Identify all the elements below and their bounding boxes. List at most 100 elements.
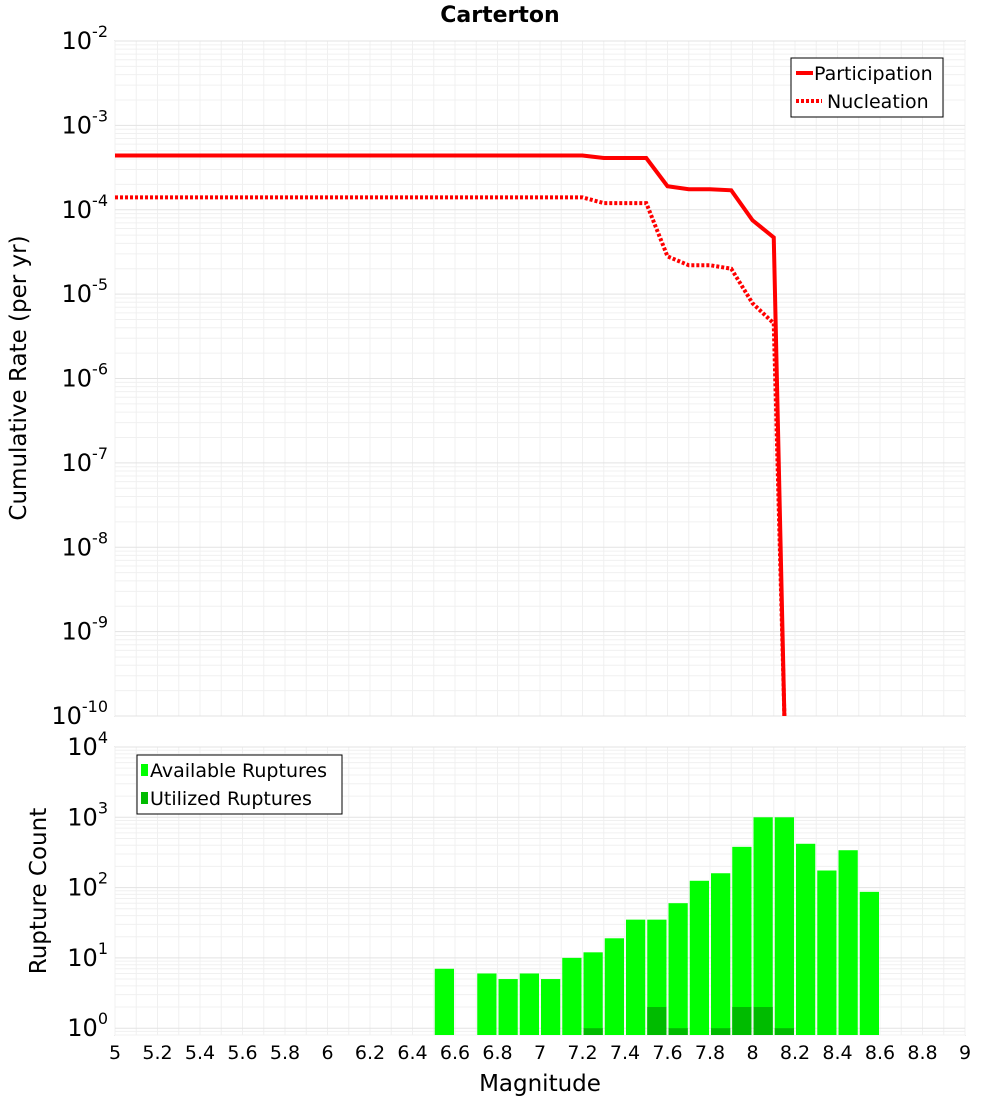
utilized-bar [668,1028,688,1035]
available-bar [541,979,561,1035]
available-bar [668,903,688,1035]
x-tick-label: 5.4 [185,1042,215,1064]
x-tick-label: 6.8 [482,1042,512,1064]
x-tick-label: 7.4 [610,1042,640,1064]
series-line-nucleation [115,195,787,717]
bottom-y-axis-label: Rupture Count [26,808,52,974]
x-axis-label: Magnitude [479,1071,601,1097]
y-tick-label: 10-10 [51,697,108,730]
y-tick-base: 10 [67,874,98,902]
available-bar [562,957,582,1035]
utilized-bar [774,1028,794,1035]
y-tick-label: 104 [67,728,108,761]
x-tick-label: 8.6 [865,1042,895,1064]
x-tick-label: 9 [959,1042,971,1064]
legend-label-nucleation: Nucleation [827,91,929,113]
y-tick-label: 10-9 [62,613,109,646]
x-tick-label: 5.2 [142,1042,172,1064]
y-tick-base: 10 [67,733,98,761]
x-tick-label: 5 [109,1042,121,1064]
available-bar [519,973,539,1035]
y-tick-exponent: -9 [92,613,108,632]
top-series-layer [115,153,787,717]
available-bar [817,870,837,1035]
y-tick-base: 10 [62,533,93,561]
y-tick-exponent: -2 [92,22,108,41]
y-tick-base: 10 [62,27,93,55]
y-tick-exponent: 4 [98,728,108,747]
y-tick-label: 100 [67,1009,108,1042]
x-tick-label: 7.2 [567,1042,597,1064]
y-tick-label: 10-7 [62,444,109,477]
y-tick-label: 10-2 [62,22,109,55]
available-bar [583,952,603,1035]
available-bar [647,919,667,1035]
y-tick-label: 102 [67,869,108,902]
available-bar [498,979,518,1035]
y-tick-label: 10-6 [62,360,109,393]
y-tick-base: 10 [67,803,98,831]
bottom-legend: Available Ruptures Utilized Ruptures [136,754,343,815]
available-bar [753,817,773,1035]
y-tick-exponent: 1 [98,939,108,958]
bottom-legend-box [136,754,343,815]
x-tick-label: 6.2 [355,1042,385,1064]
x-tick-label: 7.8 [695,1042,725,1064]
y-tick-base: 10 [67,944,98,972]
available-bar [604,938,624,1035]
available-bar [477,973,497,1035]
utilized-bar [753,1007,773,1035]
series-line-participation [115,153,787,717]
y-tick-exponent: -3 [92,106,108,125]
legend-swatch-available [141,764,148,776]
y-tick-exponent: 3 [98,798,108,817]
y-tick-exponent: 0 [98,1009,108,1028]
y-tick-base: 10 [62,365,93,393]
x-tick-label: 8 [746,1042,758,1064]
utilized-bar [583,1028,603,1035]
y-tick-exponent: -4 [92,191,108,210]
y-tick-label: 10-3 [62,106,109,139]
y-tick-exponent: -10 [82,697,108,716]
available-bar [838,850,858,1035]
top-grid [114,40,966,717]
chart-title: Carterton [440,3,559,28]
x-tick-label: 6.4 [397,1042,427,1064]
top-y-axis-label: Cumulative Rate (per yr) [6,235,32,520]
available-bar [434,968,454,1035]
bottom-bars-layer [434,817,879,1035]
x-tick-label: 6.6 [440,1042,470,1064]
y-tick-base: 10 [62,111,93,139]
y-tick-exponent: 2 [98,869,108,888]
top-panel: 10-210-310-410-510-610-710-810-910-10 Cu… [6,22,966,730]
legend-label-available: Available Ruptures [150,760,327,782]
y-tick-label: 10-8 [62,528,109,561]
bottom-x-ticks: 5 5.2 5.4 5.6 5.8 6 6.2 6.4 6.6 6.8 7 7.2 7.4 7.6 7.8 8… [109,1042,971,1064]
y-tick-exponent: -5 [92,275,108,294]
y-tick-label: 10-4 [62,191,109,224]
y-tick-base: 10 [62,449,93,477]
utilized-bar [647,1007,667,1035]
x-tick-label: 6 [321,1042,333,1064]
y-tick-exponent: -7 [92,444,108,463]
available-bar [711,873,731,1035]
available-bar [732,846,752,1035]
y-tick-base: 10 [62,618,93,646]
y-tick-label: 10-5 [62,275,109,308]
x-tick-label: 5.8 [270,1042,300,1064]
x-tick-label: 5.6 [227,1042,257,1064]
legend-label-participation: Participation [814,63,933,85]
available-bar [859,891,879,1035]
available-bar [796,843,816,1035]
available-bar [626,919,646,1035]
y-tick-base: 10 [62,280,93,308]
top-y-ticks: 10-210-310-410-510-610-710-810-910-10 [51,22,108,730]
x-tick-label: 8.2 [780,1042,810,1064]
y-tick-base: 10 [62,196,93,224]
utilized-bar [732,1007,752,1035]
y-tick-label: 101 [67,939,108,972]
top-legend: Participation Nucleation [790,57,944,118]
x-tick-label: 7 [534,1042,546,1064]
